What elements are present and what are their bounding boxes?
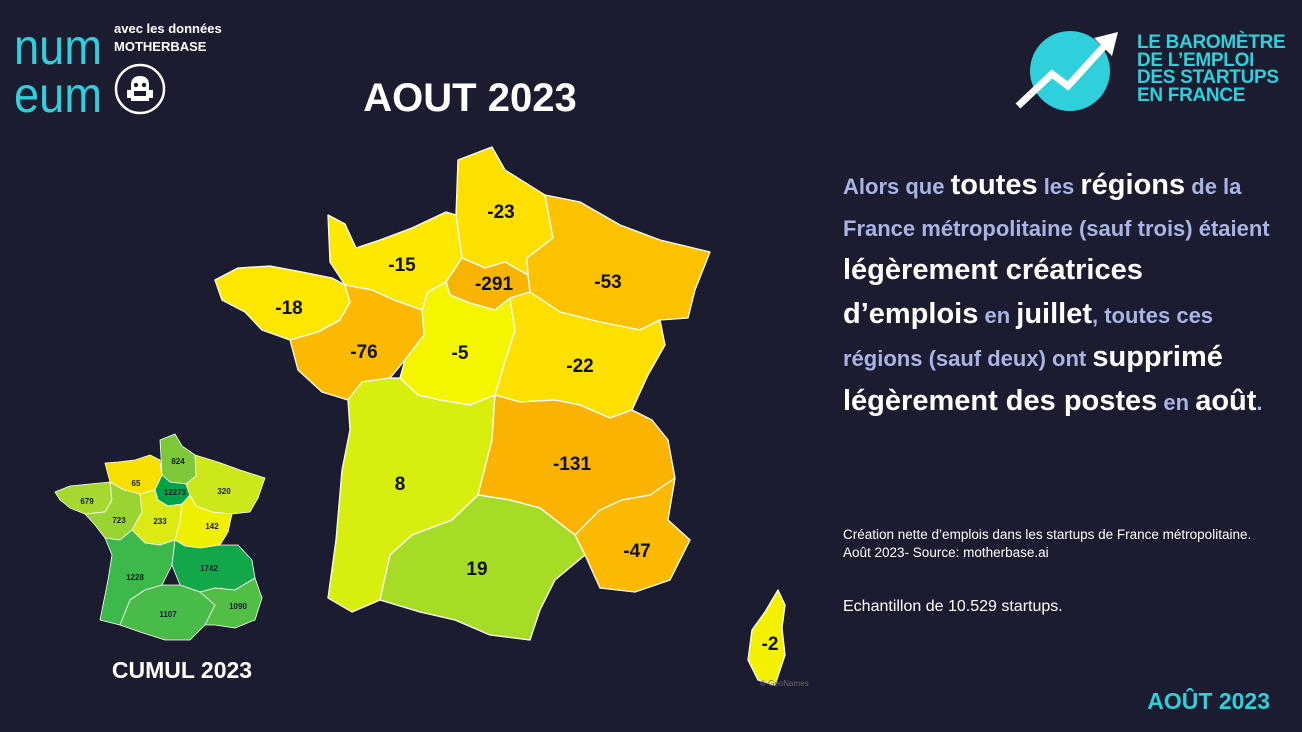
value-label-grand-est: -53 [594,272,621,293]
cumul-label-pays-de-la-loire: 723 [112,516,126,525]
cumul-label-auvergne-rhone-alpes: 1742 [200,564,218,573]
value-label-ile-de-france: -291 [475,274,513,295]
cumul-label-normandie: 65 [132,479,141,488]
region-corse [747,589,786,686]
cumul-label-nouvelle-aquitaine: 1228 [126,573,144,582]
barometer-title: LE BAROMÈTRE DE L’EMPLOI DES STARTUPS EN… [1137,32,1286,106]
summary-segment: Alors que [843,174,951,199]
france-map-august: -23 -15 -291 -53 -18 -76 -5 -22 8 -131 1… [214,146,809,688]
partner-line-2: MOTHERBASE [114,39,207,54]
summary-segment-emphasis: supprimé légèrement des postes [843,341,1223,417]
summary-segment: en [1157,389,1196,415]
cumul-label-hauts-de-france: 824 [171,457,185,466]
cumul-label-occitanie: 1107 [159,610,177,619]
partner-line-1: avec les données [114,21,222,36]
value-label-normandie: -15 [388,255,416,276]
value-label-occitanie: 19 [466,559,487,580]
value-label-corse: -2 [762,634,779,655]
cumul-label-grand-est: 320 [217,487,231,496]
map-attribution: © GeoNames [760,679,809,688]
summary-segment-emphasis: août [1195,384,1257,417]
barometer-line-2: DE L’EMPLOI [1137,49,1255,71]
value-label-provence-alpes-cote-d-azur: -47 [623,541,650,562]
value-label-bretagne: -18 [275,298,302,319]
cumul-label-bourgogne-franche-comte: 142 [205,522,219,531]
summary-segment-emphasis: juillet [1016,297,1092,330]
numeum-logo: num eum [14,20,102,116]
barometer-line-3: DES STARTUPS [1137,67,1279,88]
cumul-label-bretagne: 679 [80,497,94,506]
summary-segment: de la France métropolitaine (sauf trois)… [843,174,1270,241]
summary-segment: en [978,302,1017,328]
summary-segment: , toutes ces régions (sauf deux) ont [843,302,1214,372]
barometer-line-1: LE BAROMÈTRE [1137,32,1286,53]
cumul-label-ile-de-france: 12273 [164,488,187,497]
page-title: AOUT 2023 [363,76,577,120]
cumul-region-bourgogne-franche-comte [174,494,233,549]
france-map-cumul: 824 65 12273 320 679 723 233 142 1228 17… [54,433,266,641]
summary-segment: les [1037,174,1081,199]
value-label-hauts-de-france: -23 [487,202,514,223]
numeum-logo-top: num [14,20,102,75]
source-line-2: Août 2023- Source: motherbase.ai [843,545,1049,560]
source-line-1: Création nette d’emplois dans les startu… [843,527,1252,542]
value-label-nouvelle-aquitaine: 8 [395,474,406,495]
motherbase-robot-icon [114,63,166,115]
value-label-pays-de-la-loire: -76 [350,342,377,363]
region-provence-alpes-cote-d-azur [574,477,691,593]
summary-segment: . [1256,389,1263,415]
value-label-bourgogne-franche-comte: -22 [566,356,593,377]
cumul-title: CUMUL 2023 [111,657,253,683]
summary-segment-emphasis: toutes [950,169,1038,201]
barometer-chart-icon [1015,31,1118,111]
barometer-line-4: EN FRANCE [1137,84,1246,106]
cumul-label-provence-alpes-cote-d-azur: 1090 [229,602,247,611]
partner-credit: avec les données MOTHERBASE [114,20,222,56]
cumul-label-centre-val-de-loire: 233 [153,517,167,526]
summary-segment-emphasis: régions [1080,169,1186,201]
numeum-logo-bottom: eum [14,67,102,116]
cumul-region-grand-est [185,454,266,515]
footer-date: AOÛT 2023 [1147,688,1270,714]
sample-size-note: Echantillon de 10.529 startups. [843,598,1063,615]
source-note: Création nette d’emplois dans les startu… [843,526,1263,562]
value-label-auvergne-rhone-alpes: -131 [553,454,591,475]
cumul-region-provence-alpes-cote-d-azur [199,577,263,629]
value-label-centre-val-de-loire: -5 [452,343,469,364]
summary-paragraph: Alors que toutes les régions de la Franc… [843,166,1273,425]
summary-segment-emphasis: légèrement créatrices d’emplois [843,254,1143,330]
